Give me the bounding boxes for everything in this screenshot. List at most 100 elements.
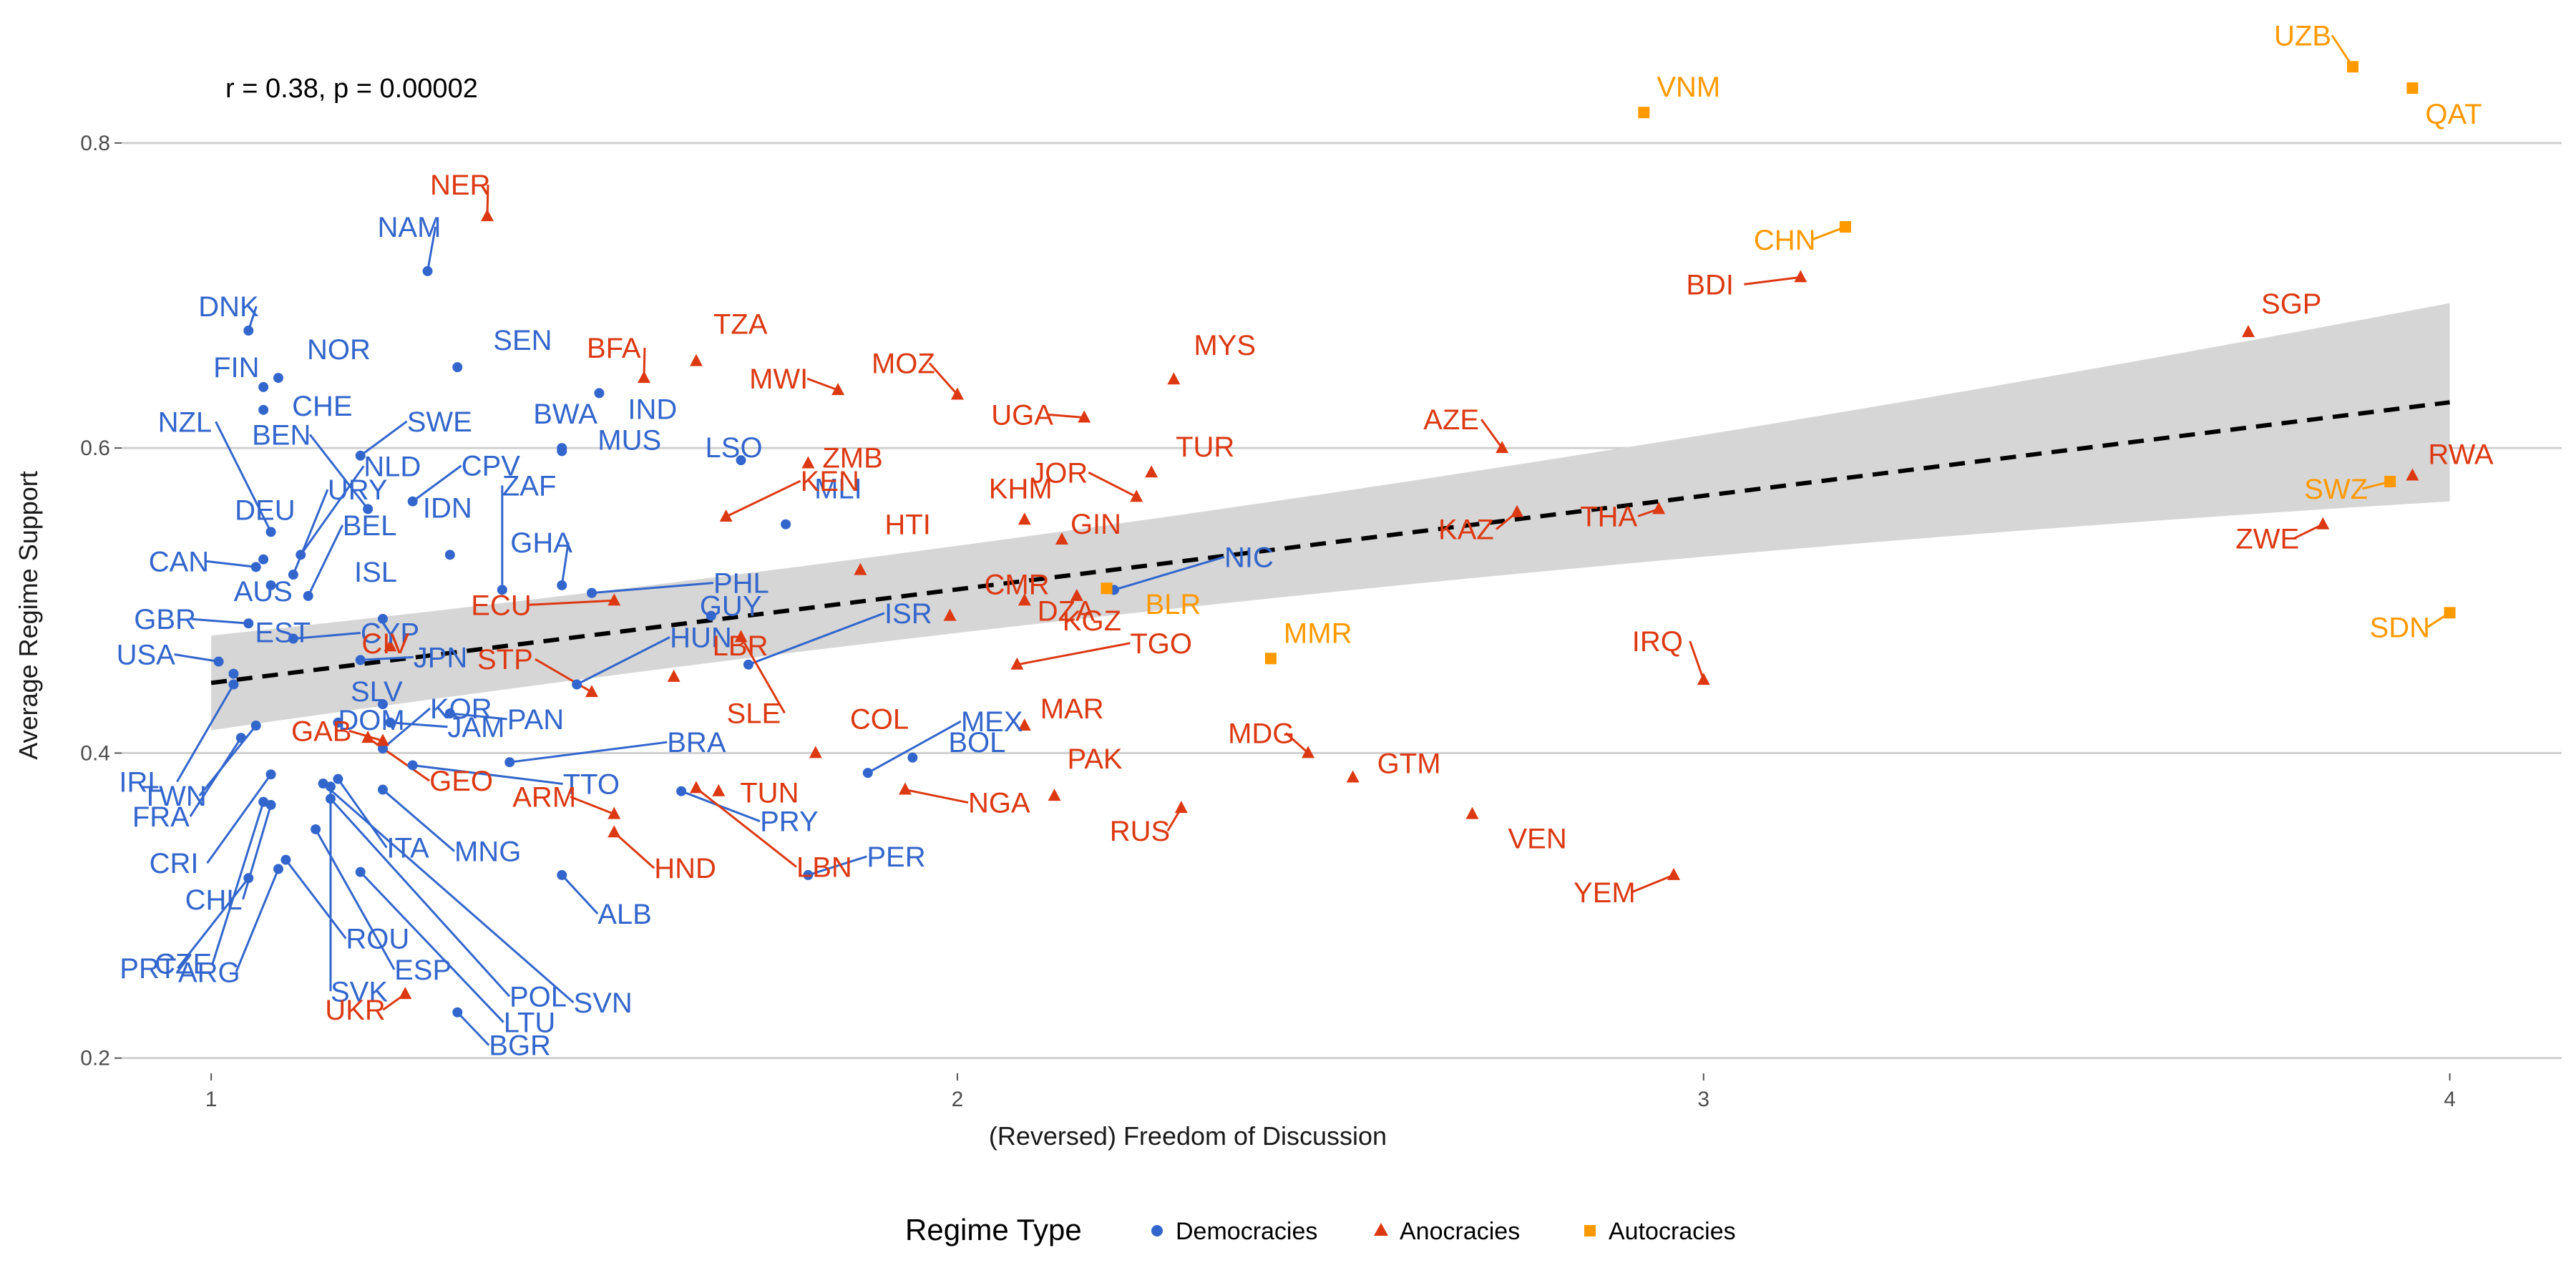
point-label-tgo: TGO — [1130, 628, 1192, 660]
point-nor — [273, 373, 283, 384]
point-ukr — [399, 987, 412, 1000]
point-swz — [2384, 476, 2396, 488]
point-ner — [480, 209, 494, 222]
point-label-est: EST — [255, 618, 311, 649]
leader-line-mdg — [1285, 732, 1309, 754]
point-label-jpn: JPN — [414, 642, 468, 673]
point-rus — [1174, 801, 1188, 814]
leader-line-ben — [308, 434, 369, 510]
point-bra — [504, 757, 515, 768]
point-col — [809, 746, 822, 758]
point-label-jor: JOR — [1030, 457, 1088, 489]
point-label-ury: URY — [328, 474, 388, 506]
point-sle — [734, 630, 748, 643]
y-tick-label: 0.2 — [80, 1047, 110, 1070]
point-label-pry: PRY — [760, 806, 819, 838]
point-mdg — [1302, 746, 1315, 758]
point-tha — [1652, 502, 1666, 514]
point-label-moz: MOZ — [872, 348, 935, 380]
point-cyp — [288, 633, 298, 644]
x-tick-label: 2 — [952, 1088, 964, 1111]
point-label-mwi: MWI — [749, 364, 808, 395]
point-label-sdn: SDN — [2370, 612, 2430, 643]
point-rou — [280, 854, 291, 865]
point-label-civ: CIV — [361, 628, 409, 660]
point-pan — [444, 708, 455, 718]
point-irq — [1697, 673, 1710, 686]
point-nzl — [265, 527, 276, 537]
leader-line-bgr — [457, 1011, 490, 1046]
point-gha — [557, 580, 567, 590]
point-aze — [1496, 441, 1509, 454]
point-label-cpv: CPV — [462, 451, 521, 482]
point-sgp — [2242, 325, 2255, 338]
point-label-gha: GHA — [510, 527, 572, 559]
leader-line-nld — [300, 465, 365, 556]
point-svn — [318, 779, 328, 789]
leader-line-cyp — [293, 632, 361, 640]
point-label-can: CAN — [149, 546, 209, 577]
leader-line-irl — [176, 683, 235, 783]
point-guy — [706, 610, 716, 621]
point-label-tun: TUN — [740, 778, 799, 809]
point-mwi — [831, 383, 845, 396]
point-label-rwa: RWA — [2428, 439, 2493, 470]
leader-line-mex — [867, 720, 962, 774]
point-label-tur: TUR — [1176, 431, 1234, 463]
leader-line-esp — [314, 829, 396, 970]
point-label-bra: BRA — [667, 727, 726, 758]
leader-line-pan — [449, 712, 507, 721]
leader-line-uga — [1049, 414, 1085, 419]
point-tza — [689, 353, 703, 366]
leader-line-stp — [535, 658, 592, 693]
point-mar — [1018, 718, 1031, 731]
leader-line-ltu — [359, 871, 504, 1023]
legend-title: Regime Type — [905, 1213, 1082, 1246]
point-label-bol: BOL — [948, 727, 1005, 758]
point-label-zmb: ZMB — [822, 442, 882, 474]
point-vnm — [1638, 107, 1650, 119]
leader-line-nic — [1113, 555, 1225, 591]
point-ecu — [608, 593, 621, 606]
legend-key-democracies — [1151, 1225, 1163, 1236]
leader-line-can — [206, 560, 256, 568]
point-label-esp: ESP — [394, 955, 452, 986]
point-label-phl: PHL — [713, 568, 769, 600]
point-dom — [333, 717, 343, 728]
point-label-bwa: BWA — [533, 399, 597, 430]
label-leader-lines — [174, 34, 2451, 1046]
leader-line-arg — [235, 868, 280, 972]
leader-line-irq — [1689, 640, 1705, 680]
point-gab — [376, 733, 389, 746]
point-label-bfa: BFA — [587, 333, 641, 364]
leader-line-ita — [337, 778, 388, 849]
point-label-swz: SWZ — [2304, 474, 2368, 505]
point-kaz — [1511, 504, 1524, 517]
point-label-col: COL — [850, 703, 909, 735]
y-tick-label: 0.6 — [80, 436, 110, 460]
point-mys — [1167, 372, 1181, 385]
point-label-prt: PRT — [119, 953, 176, 985]
grid — [122, 142, 2562, 1060]
point-label-mmr: MMR — [1284, 618, 1352, 649]
point-label-isr: ISR — [884, 598, 932, 630]
point-label-pak: PAK — [1068, 743, 1123, 775]
leader-line-tgo — [1017, 642, 1131, 666]
x-axis-title: (Reversed) Freedom of Discussion — [989, 1121, 1387, 1151]
leader-line-gbr — [192, 618, 249, 625]
point-label-gab: GAB — [291, 716, 351, 747]
point-yem — [1667, 867, 1681, 880]
point-nga — [898, 782, 912, 795]
point-tto — [407, 760, 418, 771]
point-label-tha: THA — [1580, 501, 1637, 532]
point-label-sle: SLE — [727, 698, 781, 729]
leader-line-twn — [198, 725, 257, 796]
point-label-idn: IDN — [423, 492, 472, 524]
leader-line-ury — [292, 489, 329, 575]
point-deu — [258, 554, 269, 565]
point-arm — [608, 806, 621, 819]
point-label-ita: ITA — [386, 833, 429, 864]
point-tun — [712, 784, 726, 796]
point-label-mli: MLI — [814, 474, 862, 505]
point-labels: NAM DNK NOR FIN CHE SEN BWA IND LSO SWE BEN CPV MUS N… — [117, 20, 2494, 1061]
